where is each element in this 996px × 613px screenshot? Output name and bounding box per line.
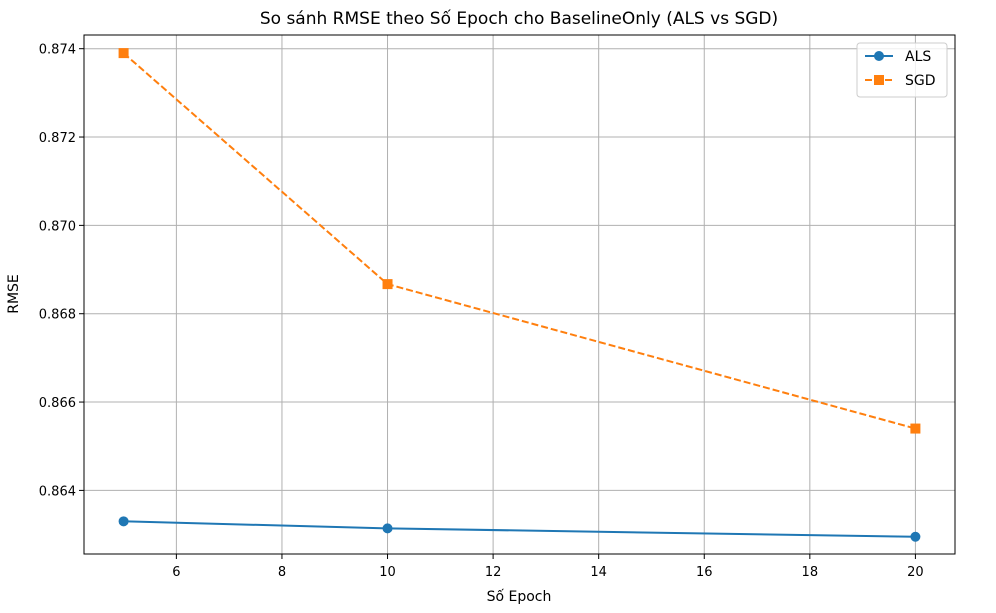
- y-tick-label: 0.864: [39, 484, 76, 499]
- x-tick-label: 8: [278, 565, 286, 580]
- x-tick-label: 14: [590, 565, 607, 580]
- x-tick-label: 20: [907, 565, 924, 580]
- als-data-point: [118, 516, 129, 527]
- x-tick-label: 12: [485, 565, 502, 580]
- legend-als-marker: [874, 51, 884, 61]
- legend: ALS SGD: [856, 42, 948, 98]
- y-tick-label: 0.872: [39, 131, 76, 146]
- x-tick-label: 16: [696, 565, 713, 580]
- y-tick-label: 0.868: [39, 308, 76, 323]
- legend-als-label: ALS: [905, 49, 931, 65]
- y-tick-label: 0.870: [39, 219, 76, 234]
- x-tick-label: 6: [172, 565, 180, 580]
- y-tick-label: 0.866: [39, 396, 76, 411]
- als-data-point: [910, 531, 921, 542]
- y-axis-label: RMSE: [6, 274, 22, 314]
- legend-sgd-marker: [874, 75, 884, 85]
- sgd-data-point: [382, 279, 393, 290]
- grid-lines: [84, 35, 955, 554]
- series-layer: [118, 48, 921, 542]
- y-axis-ticks: 0.864 0.866 0.868 0.870 0.872 0.874: [39, 43, 84, 499]
- chart-title: So sánh RMSE theo Số Epoch cho BaselineO…: [260, 8, 778, 29]
- als-series-line: [123, 520, 916, 538]
- sgd-series-line: [122, 52, 916, 430]
- x-tick-label: 10: [379, 565, 396, 580]
- x-axis-ticks: 6 8 10 12 14 16 18 20: [172, 554, 924, 580]
- legend-sgd-label: SGD: [905, 73, 936, 89]
- als-data-point: [382, 523, 393, 534]
- plot-area-frame: [83, 34, 956, 555]
- x-tick-label: 18: [802, 565, 819, 580]
- sgd-data-point: [118, 48, 129, 59]
- sgd-data-point: [910, 423, 921, 434]
- y-tick-label: 0.874: [39, 43, 76, 58]
- x-axis-label: Số Epoch: [487, 588, 552, 605]
